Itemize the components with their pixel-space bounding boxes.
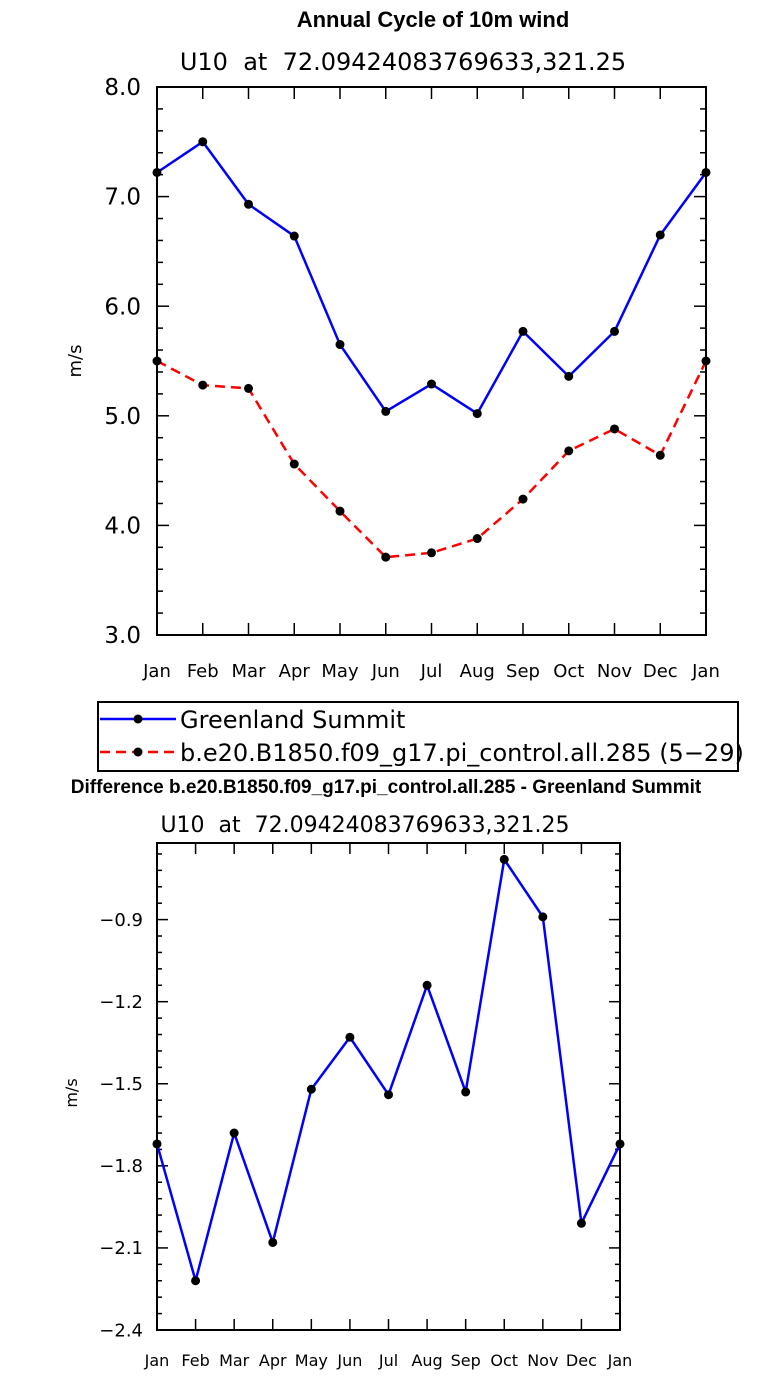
- chart2-xtick-label: Nov: [527, 1351, 558, 1370]
- chart2-subtitle: U10 at 72.09424083769633,321.25: [160, 813, 569, 838]
- chart2-y-axis-label: m/s: [62, 1078, 81, 1107]
- chart2-xtick-label: Jul: [378, 1351, 398, 1370]
- chart2-xtick-label: Jan: [607, 1351, 633, 1370]
- chart2-series-1-point: [576, 1218, 586, 1228]
- chart2-series-1-point: [191, 1276, 201, 1286]
- chart1-ytick-label: 4.0: [104, 513, 141, 539]
- chart1-series-1-point: [518, 326, 528, 336]
- chart2-series-1-point: [538, 912, 548, 922]
- chart1-subtitle: U10 at 72.09424083769633,321.25: [180, 48, 626, 76]
- chart2-series-1-point: [384, 1090, 393, 1100]
- chart1-series-1-point: [655, 230, 665, 240]
- chart1-series-2-point: [335, 506, 345, 516]
- chart1-series-line-2: [156, 359, 708, 559]
- chart1-xtick-label: Oct: [553, 661, 584, 682]
- chart1-xtick-label: Apr: [279, 661, 311, 682]
- chart1-series-2-point: [518, 494, 528, 504]
- chart1-series-2-point: [198, 380, 208, 390]
- chart1-series-2-point: [472, 534, 482, 544]
- chart2-series-1-point: [306, 1084, 316, 1094]
- chart1-xtick-label: Nov: [597, 661, 632, 682]
- chart1-series-2-point: [610, 424, 619, 434]
- chart1-series-1-point: [381, 406, 391, 416]
- legend-marker-2: [133, 747, 143, 757]
- chart2-ytick-label: −1.5: [99, 1074, 143, 1095]
- chart2-series-1-point: [229, 1128, 239, 1138]
- chart2-series-1-point: [499, 854, 509, 864]
- chart1-plot-area: 3.0 4.0 5.0 6.0 7.0 8.0 Jan Feb Mar Apr May Jun Jul A…: [104, 75, 719, 682]
- legend-marker-1: [133, 714, 143, 724]
- chart2-series-line-1: [155, 858, 622, 1283]
- chart1-xtick-label: Aug: [460, 661, 495, 682]
- chart1-series-2-point: [244, 383, 253, 393]
- chart1-series-1-point: [244, 199, 253, 209]
- chart1-series-1-point: [427, 379, 436, 389]
- chart2-xtick-label: May: [295, 1351, 328, 1370]
- chart1-series-1-point: [289, 231, 299, 241]
- chart2-frame: [156, 842, 621, 1331]
- chart1-series-2-point: [289, 459, 299, 469]
- chart1-ytick-label: 6.0: [104, 294, 141, 320]
- chart2-xtick-label: Jan: [144, 1351, 170, 1370]
- chart1-series-2-point: [564, 446, 574, 456]
- chart1-xtick-label: Mar: [232, 661, 267, 682]
- chart1-title: Annual Cycle of 10m wind: [297, 7, 570, 32]
- chart2-xtick-label: Sep: [451, 1351, 481, 1370]
- chart1-series-2-point: [427, 548, 436, 558]
- chart1-series-line-1: [156, 140, 708, 415]
- chart2-xtick-label: Jun: [336, 1351, 362, 1370]
- chart1-ytick-label: 8.0: [104, 75, 141, 101]
- legend-label-1: Greenland Summit: [180, 706, 405, 734]
- chart2-xtick-label: Aug: [411, 1351, 442, 1370]
- legend-label-2: b.e20.B1850.f09_g17.pi_control.all.285 (…: [180, 739, 744, 767]
- chart1-series-1-point: [472, 409, 482, 419]
- chart2-series-1-point: [345, 1032, 355, 1042]
- chart1-series-1-point: [610, 326, 619, 336]
- chart1-xtick-label: Sep: [506, 661, 540, 682]
- chart2-series-1-point: [422, 980, 432, 990]
- chart2-title: Difference b.e20.B1850.f09_g17.pi_contro…: [71, 777, 702, 798]
- chart1-y-axis-label: m/s: [65, 345, 86, 378]
- chart1-series-2-point: [381, 552, 391, 562]
- chart1-xtick-label: Jan: [691, 661, 720, 682]
- chart1-ytick-label: 3.0: [104, 623, 141, 649]
- chart1-xtick-label: Jul: [420, 661, 443, 682]
- chart2-plot-area: −2.4 −2.1 −1.8 −1.5 −1.2 −0.9 Jan Feb Mar Apr May J…: [99, 842, 633, 1370]
- chart1-xtick-label: Dec: [643, 661, 678, 682]
- chart1-series-1-point: [152, 167, 162, 177]
- chart1-xtick-label: Jan: [142, 661, 171, 682]
- chart2-ytick-label: −2.1: [99, 1238, 143, 1259]
- chart2-ytick-label: −2.4: [99, 1320, 143, 1341]
- chart1-series-2-point: [701, 356, 711, 366]
- chart2-series-1-point: [268, 1237, 278, 1247]
- chart2-ytick-label: −1.8: [99, 1156, 143, 1177]
- chart1-series-1-point: [335, 340, 345, 350]
- chart2-xtick-label: Dec: [566, 1351, 597, 1370]
- chart1-series-2-point: [655, 450, 665, 460]
- chart1-series-1-point: [198, 137, 208, 147]
- chart2-xtick-label: Oct: [490, 1351, 518, 1370]
- chart1-ytick-label: 7.0: [104, 185, 141, 211]
- chart2-xtick-label: Feb: [181, 1351, 209, 1370]
- chart1-series-1-point: [701, 167, 711, 177]
- chart1-xtick-label: Feb: [187, 661, 219, 682]
- chart2-series-1-point: [461, 1087, 471, 1097]
- chart1-xtick-label: May: [321, 661, 359, 682]
- chart2-xtick-label: Mar: [219, 1351, 250, 1370]
- chart1-series-1-point: [564, 371, 574, 381]
- chart2-xtick-label: Apr: [259, 1351, 287, 1370]
- chart2-series-1-point: [152, 1139, 162, 1149]
- chart1-ytick-label: 5.0: [104, 404, 141, 430]
- chart2-series-1-point: [615, 1139, 625, 1149]
- chart2-ytick-label: −0.9: [99, 910, 143, 931]
- chart1-legend: Greenland Summit b.e20.B1850.f09_g17.pi_…: [97, 701, 744, 772]
- chart1-xtick-label: Jun: [371, 661, 400, 682]
- legend-box: [97, 701, 739, 772]
- chart2-ytick-label: −1.2: [99, 992, 143, 1013]
- chart1-series-2-point: [152, 356, 162, 366]
